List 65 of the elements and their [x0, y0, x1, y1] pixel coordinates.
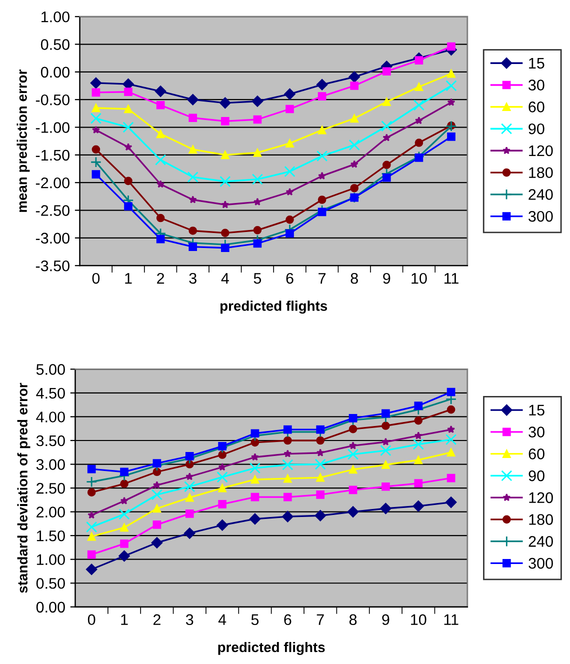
y-tick-label: 4.50 — [36, 388, 65, 399]
x-tick-label: 2 — [153, 614, 160, 625]
x-tick-label: 0 — [88, 614, 96, 626]
y-tick-label: 3.00 — [36, 459, 65, 470]
x-tick-label: 2 — [157, 272, 164, 284]
x-tick-label: 4 — [218, 614, 226, 625]
x-tick-label: 8 — [350, 272, 358, 284]
legend-label: 120 — [529, 145, 553, 156]
y-tick-label: 3.50 — [36, 435, 65, 446]
y-tick-label: 1.00 — [42, 11, 70, 22]
y-tick-label: 2.00 — [36, 506, 65, 518]
y-tick-label: -1.50 — [36, 150, 70, 161]
y-tick-label: -0.50 — [36, 94, 70, 106]
x-tick-label: 8 — [349, 614, 357, 626]
x-tick-label: 0 — [92, 272, 100, 284]
legend-label: 30 — [528, 80, 544, 90]
y-tick-label: -3.00 — [36, 232, 70, 244]
y-tick-label: 0.00 — [36, 602, 65, 613]
y-tick-label: -3.50 — [36, 260, 70, 272]
x-tick-label: 9 — [382, 614, 390, 626]
legend-label: 240 — [528, 536, 553, 547]
x-axis-title: predicted flights — [220, 300, 328, 314]
legend-label: 180 — [529, 167, 553, 178]
x-tick-label: 11 — [444, 614, 458, 625]
x-tick-label: 4 — [221, 273, 229, 284]
y-tick-label: 1.50 — [36, 530, 65, 542]
x-tick-label: 7 — [316, 614, 324, 625]
x-tick-label: 1 — [125, 273, 132, 284]
y-axis-title: mean prediction error — [16, 70, 30, 212]
x-tick-label: 9 — [383, 272, 390, 284]
legend-label: 15 — [529, 58, 544, 69]
legend-label: 300 — [528, 558, 553, 569]
x-tick-label: 3 — [189, 272, 196, 284]
y-tick-label: 2.50 — [36, 482, 65, 494]
legend-label: 30 — [528, 426, 544, 438]
y-tick-label: 5.00 — [36, 364, 65, 375]
x-tick-label: 3 — [186, 614, 194, 626]
legend-label: 240 — [528, 189, 553, 200]
x-tick-label: 11 — [444, 273, 458, 284]
legend-label: 120 — [529, 492, 553, 504]
legend-label: 90 — [528, 123, 544, 134]
legend-label: 60 — [528, 448, 544, 460]
x-tick-label: 10 — [411, 614, 426, 626]
x-tick-label: 5 — [251, 614, 259, 626]
y-tick-label: 0.50 — [40, 39, 70, 50]
x-tick-label: 6 — [284, 614, 292, 626]
x-tick-label: 6 — [286, 272, 294, 284]
legend-label: 60 — [528, 102, 544, 112]
y-tick-label: 4.00 — [36, 412, 65, 422]
y-tick-label: 0.50 — [36, 578, 65, 589]
legend-label: 90 — [528, 470, 544, 482]
x-tick-label: 1 — [121, 614, 128, 625]
legend-label: 300 — [528, 210, 553, 222]
x-tick-label: 10 — [412, 272, 427, 284]
x-tick-label: 7 — [318, 273, 326, 284]
x-tick-label: 5 — [254, 273, 262, 284]
y-tick-label: -2.00 — [36, 177, 70, 188]
x-axis-title: predicted flights — [218, 642, 325, 655]
y-axis-title: standard deviation of pred error — [17, 382, 30, 593]
y-tick-label: 0.00 — [40, 66, 70, 78]
legend-label: 15 — [529, 404, 544, 416]
legend-label: 180 — [529, 514, 553, 525]
y-tick-label: -2.50 — [36, 205, 70, 216]
y-tick-label: 1.00 — [36, 554, 65, 566]
y-tick-label: -1.00 — [36, 122, 70, 133]
